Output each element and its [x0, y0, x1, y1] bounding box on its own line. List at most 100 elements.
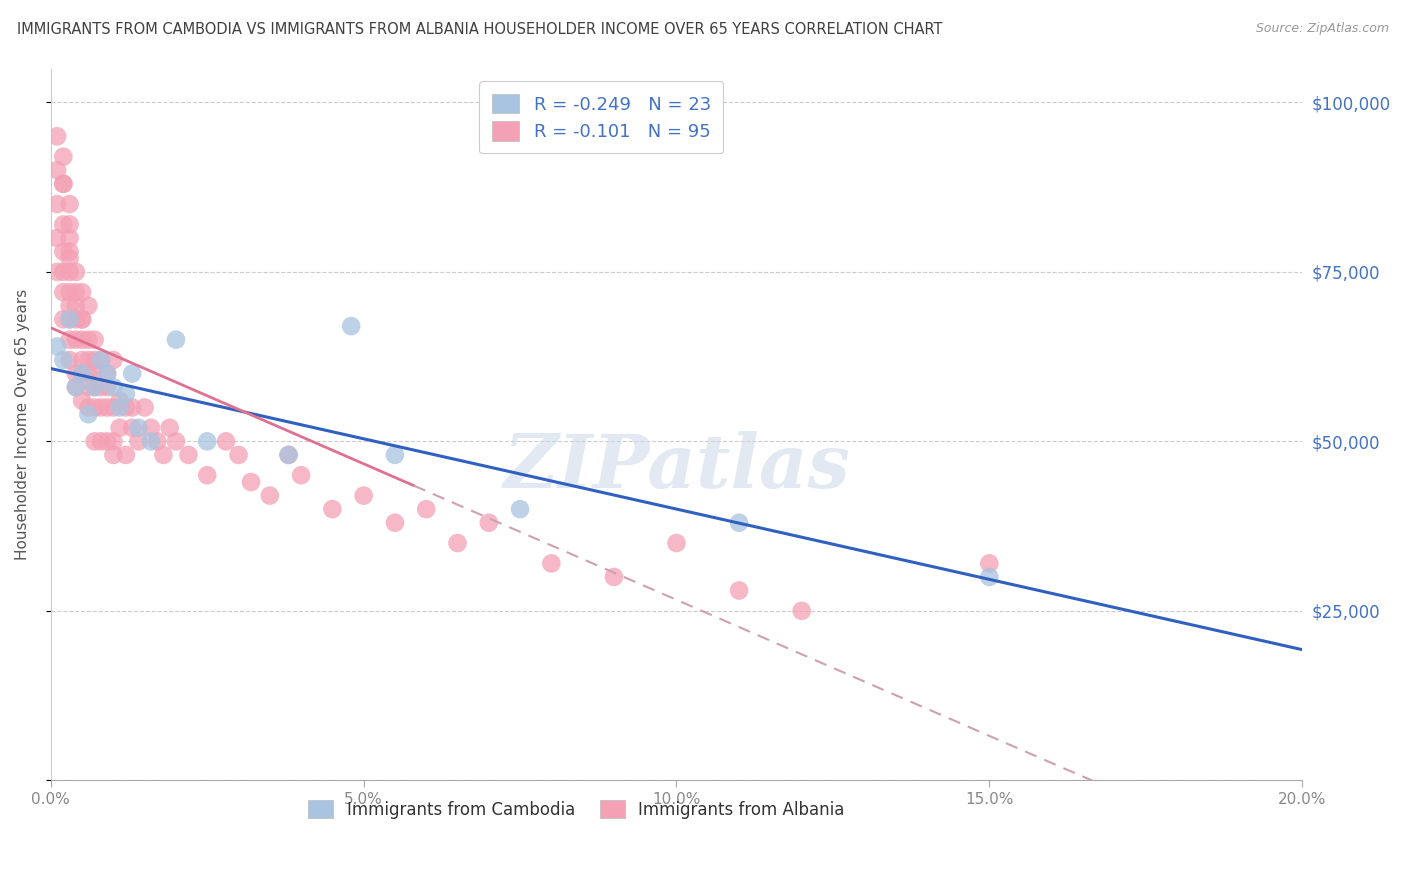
Point: [46, 129, 69, 144]
Point: [83, 353, 105, 368]
Point: [127, 434, 149, 449]
Point: [52, 265, 75, 279]
Point: [83, 380, 105, 394]
Point: [353, 489, 375, 503]
Point: [790, 604, 813, 618]
Point: [46, 231, 69, 245]
Point: [108, 393, 131, 408]
Point: [103, 380, 125, 394]
Point: [59, 231, 82, 245]
Point: [52, 177, 75, 191]
Point: [52, 244, 75, 259]
Point: [59, 197, 82, 211]
Point: [127, 421, 149, 435]
Point: [165, 434, 187, 449]
Point: [83, 380, 105, 394]
Point: [103, 434, 125, 449]
Point: [77, 299, 100, 313]
Point: [96, 367, 118, 381]
Point: [121, 421, 143, 435]
Point: [70, 333, 93, 347]
Point: [59, 265, 82, 279]
Point: [415, 502, 437, 516]
Point: [139, 421, 162, 435]
Point: [603, 570, 626, 584]
Point: [228, 448, 250, 462]
Point: [321, 502, 343, 516]
Point: [103, 353, 125, 368]
Point: [665, 536, 688, 550]
Point: [52, 150, 75, 164]
Point: [979, 557, 1001, 571]
Point: [90, 380, 112, 394]
Point: [65, 380, 87, 394]
Point: [52, 177, 75, 191]
Point: [115, 448, 138, 462]
Y-axis label: Householder Income Over 65 years: Householder Income Over 65 years: [15, 289, 30, 560]
Point: [83, 367, 105, 381]
Point: [90, 401, 112, 415]
Point: [83, 333, 105, 347]
Point: [103, 401, 125, 415]
Point: [121, 401, 143, 415]
Point: [152, 448, 174, 462]
Point: [65, 367, 87, 381]
Point: [103, 448, 125, 462]
Point: [96, 380, 118, 394]
Point: [115, 387, 138, 401]
Point: [70, 367, 93, 381]
Point: [83, 401, 105, 415]
Point: [59, 312, 82, 326]
Point: [509, 502, 531, 516]
Point: [77, 380, 100, 394]
Point: [77, 333, 100, 347]
Point: [77, 407, 100, 421]
Point: [165, 333, 187, 347]
Point: [52, 353, 75, 368]
Point: [65, 312, 87, 326]
Point: [290, 468, 312, 483]
Point: [259, 489, 281, 503]
Point: [59, 333, 82, 347]
Point: [46, 265, 69, 279]
Point: [70, 312, 93, 326]
Point: [96, 434, 118, 449]
Point: [146, 434, 169, 449]
Point: [52, 218, 75, 232]
Point: [77, 367, 100, 381]
Point: [90, 353, 112, 368]
Point: [215, 434, 238, 449]
Point: [478, 516, 501, 530]
Point: [65, 299, 87, 313]
Point: [277, 448, 299, 462]
Point: [59, 244, 82, 259]
Point: [52, 285, 75, 300]
Point: [96, 401, 118, 415]
Point: [121, 367, 143, 381]
Point: [134, 401, 156, 415]
Legend: Immigrants from Cambodia, Immigrants from Albania: Immigrants from Cambodia, Immigrants fro…: [301, 793, 851, 825]
Point: [59, 218, 82, 232]
Point: [70, 353, 93, 368]
Point: [46, 163, 69, 178]
Point: [59, 285, 82, 300]
Point: [108, 421, 131, 435]
Point: [46, 197, 69, 211]
Point: [115, 401, 138, 415]
Point: [59, 312, 82, 326]
Point: [728, 583, 751, 598]
Point: [540, 557, 562, 571]
Point: [240, 475, 263, 489]
Point: [96, 367, 118, 381]
Point: [70, 312, 93, 326]
Point: [65, 285, 87, 300]
Point: [90, 434, 112, 449]
Point: [59, 353, 82, 368]
Point: [65, 333, 87, 347]
Point: [340, 319, 363, 334]
Point: [52, 312, 75, 326]
Point: [159, 421, 181, 435]
Point: [979, 570, 1001, 584]
Text: Source: ZipAtlas.com: Source: ZipAtlas.com: [1256, 22, 1389, 36]
Point: [108, 401, 131, 415]
